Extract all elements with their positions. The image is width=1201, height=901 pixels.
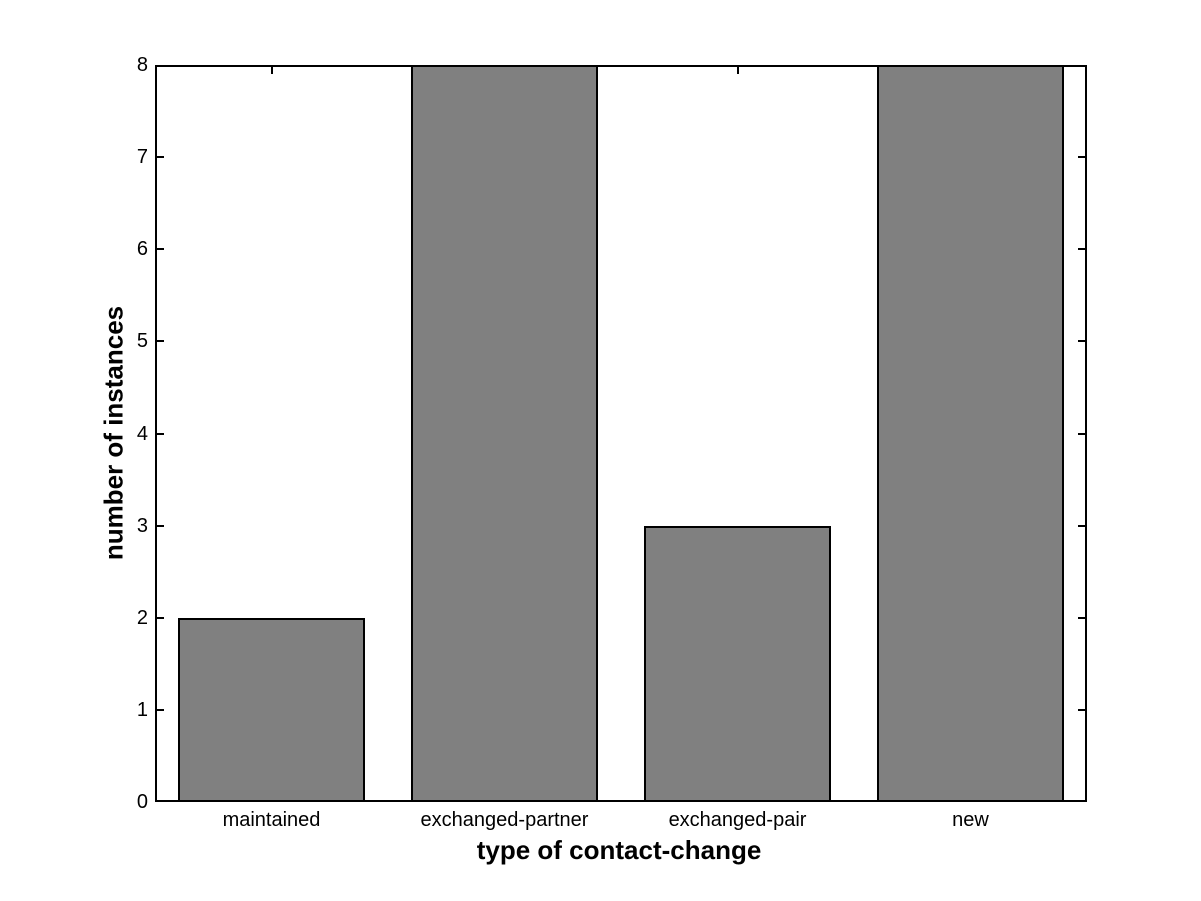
y-tick-label: 0 bbox=[136, 791, 148, 813]
bar bbox=[178, 617, 365, 802]
y-tick-left bbox=[155, 248, 164, 251]
y-tick-left bbox=[155, 65, 164, 66]
x-tick-label: exchanged-partner bbox=[420, 809, 589, 831]
y-tick-left bbox=[155, 340, 164, 343]
y-tick-label: 4 bbox=[136, 422, 148, 445]
y-tick-right bbox=[1078, 708, 1087, 711]
x-tick-label: new bbox=[952, 809, 989, 831]
bar bbox=[411, 65, 598, 802]
y-tick-label: 7 bbox=[136, 146, 148, 169]
x-tick-top bbox=[270, 65, 273, 74]
x-axis-title: type of contact-change bbox=[476, 835, 762, 865]
y-tick-right bbox=[1078, 340, 1087, 343]
y-axis-title: number of instances bbox=[98, 305, 129, 561]
plot-area bbox=[155, 65, 1087, 802]
x-tick-top bbox=[736, 65, 739, 74]
y-tick-label: 5 bbox=[136, 330, 148, 353]
y-tick-right bbox=[1078, 524, 1087, 527]
y-tick-right bbox=[1078, 432, 1087, 435]
y-tick-left bbox=[155, 801, 164, 802]
y-tick-left bbox=[155, 524, 164, 527]
x-tick-label: maintained bbox=[222, 809, 321, 831]
y-tick-label: 1 bbox=[136, 698, 148, 721]
y-tick-left bbox=[155, 616, 164, 619]
bar bbox=[877, 65, 1064, 802]
y-tick-label: 8 bbox=[136, 54, 148, 76]
y-tick-right bbox=[1078, 616, 1087, 619]
y-tick-left bbox=[155, 708, 164, 711]
y-tick-right bbox=[1078, 801, 1087, 802]
y-tick-right bbox=[1078, 156, 1087, 159]
y-tick-right bbox=[1078, 65, 1087, 66]
x-tick-label: exchanged-pair bbox=[668, 809, 807, 831]
y-tick-left bbox=[155, 432, 164, 435]
y-tick-label: 3 bbox=[136, 514, 148, 537]
y-tick-label: 2 bbox=[136, 606, 148, 629]
y-tick-right bbox=[1078, 248, 1087, 251]
y-tick-left bbox=[155, 156, 164, 159]
bar bbox=[644, 525, 831, 802]
y-tick-label: 6 bbox=[136, 238, 148, 261]
